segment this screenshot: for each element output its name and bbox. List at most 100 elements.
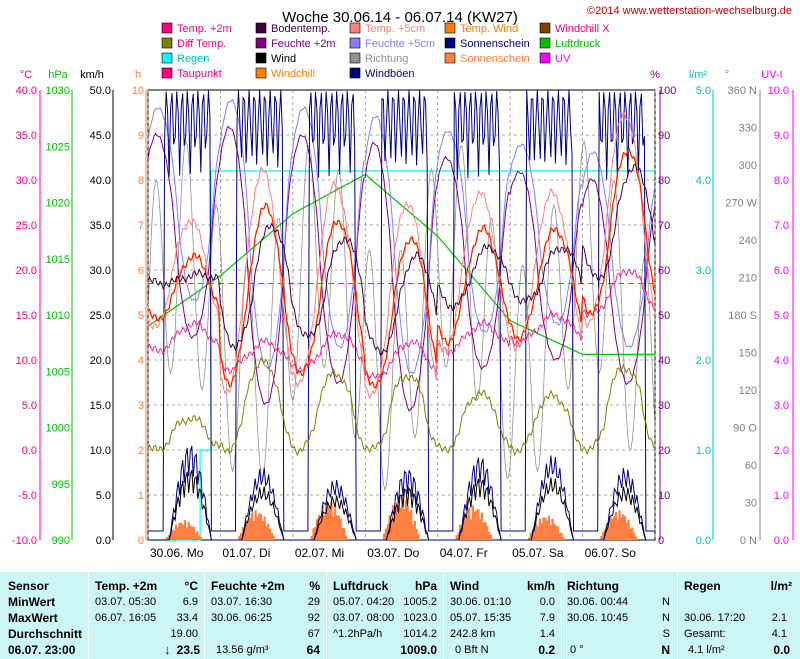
sunshine-bar	[259, 514, 263, 540]
max-dir-date: 30.06. 10:45	[567, 612, 629, 624]
uv-axis-tick: 4.0	[774, 355, 789, 367]
uv-axis-tick: 3.0	[774, 400, 789, 412]
x-day-label: 01.07. Di	[222, 546, 270, 560]
sunshine-bar	[546, 520, 549, 540]
legend-swatch	[539, 22, 551, 34]
sunshine-bar	[473, 511, 476, 540]
legend-label: Taupunkt	[177, 68, 222, 80]
pressure-series	[147, 173, 655, 355]
temp-5cm-series	[147, 110, 656, 400]
sunshine-bar	[614, 511, 617, 540]
sunshine-axis-tick: 2	[138, 445, 144, 457]
pressure-unit: hPa	[48, 69, 68, 81]
legend-label: Sonnenschein	[460, 38, 530, 50]
sunshine-bar	[482, 522, 485, 540]
sunshine-bar	[323, 515, 326, 540]
sunshine-bar	[632, 532, 636, 540]
sunshine-bar	[455, 535, 458, 540]
rain-axis-tick: 2.0	[696, 355, 711, 367]
direction-axis-tick: 270 W	[725, 198, 757, 210]
sunshine-axis-tick: 10	[132, 85, 144, 97]
sunshine-bar	[558, 532, 561, 540]
sunshine-bar	[243, 529, 246, 540]
sunshine-bar	[529, 532, 532, 540]
sunshine-axis-tick: 9	[138, 130, 144, 142]
sunshine-bar	[194, 532, 197, 540]
header-pressure-unit: hPa	[414, 579, 437, 593]
max-rain-value: 2.1	[771, 612, 787, 624]
sunshine-bar	[332, 516, 335, 540]
rain-axis-tick: 4.0	[696, 175, 711, 187]
plot-area	[147, 89, 656, 541]
uv-axis-tick: 1.0	[774, 490, 789, 502]
sunshine-axis-tick: 8	[138, 175, 144, 187]
avg-hum-value: 67	[307, 628, 320, 640]
direction-unit: °	[725, 69, 729, 81]
header-wind-unit: km/h	[526, 579, 555, 593]
copyright-text: ©2014 www.wetterstation-wechselburg.de	[587, 5, 792, 17]
temp-axis-tick: 35.0	[16, 130, 37, 142]
sunshine-bar	[417, 534, 420, 540]
humidity-axis-tick: 40	[658, 355, 670, 367]
max-temp-date: 06.07. 16:05	[95, 612, 157, 624]
sunshine-bar	[390, 520, 393, 540]
sunshine-axis-tick: 3	[138, 400, 144, 412]
sunshine-bar	[384, 528, 387, 540]
avg-dir-value: S	[662, 628, 670, 640]
legend-label: Temp. +2m	[177, 23, 232, 35]
dewpoint-series	[147, 268, 656, 380]
humidity-unit: %	[650, 69, 660, 81]
sunshine-bar	[602, 532, 605, 540]
sunshine-axis-tick: 1	[138, 490, 144, 502]
avg-rain-label: Gesamt:	[684, 628, 726, 640]
humidity-axis-tick: 60	[658, 265, 670, 277]
min-press-value: 1005.2	[403, 596, 437, 608]
uv-axis-tick: 10.0	[768, 85, 789, 97]
current-wind-value: 0.2	[538, 643, 555, 657]
sunshine-bar	[330, 501, 333, 540]
sunshine-bar	[627, 519, 630, 540]
sunshine-bar	[245, 520, 248, 540]
pressure-axis-tick: 1020	[46, 198, 70, 210]
sunshine-bar	[489, 534, 493, 540]
direction-axis-tick: 120	[739, 385, 757, 397]
sunshine-bar	[460, 526, 464, 540]
legend: Temp. +2m Bodentemp. Temp. +5cm Temp. Wind W…	[161, 22, 610, 80]
legend-label: Wind	[271, 53, 296, 65]
wind-axis-tick: 45.0	[90, 130, 111, 142]
sunshine-bar	[185, 527, 188, 540]
max-temp-value: 33.4	[176, 612, 198, 624]
legend-swatch	[444, 22, 456, 34]
sunshine-axis-tick: 6	[138, 265, 144, 277]
avg-wind-distance: 242.8 km	[450, 628, 496, 640]
sunshine-bar	[549, 525, 552, 540]
legend-swatch	[161, 52, 173, 64]
sunshine-bar	[622, 514, 625, 540]
sunshine-bar	[252, 520, 255, 540]
min-wind-value: 0.0	[539, 596, 555, 608]
sunshine-axis-tick: 5	[138, 310, 144, 322]
sunshine-bar	[538, 518, 541, 540]
uv-axis-tick: 7.0	[774, 220, 789, 232]
sunshine-bar	[341, 527, 344, 540]
sunshine-bar	[176, 527, 179, 540]
direction-axis-tick: 330	[739, 123, 757, 135]
rain-axis-tick: 5.0	[696, 85, 711, 97]
legend-swatch	[161, 22, 173, 34]
humidity-5cm-series	[147, 98, 656, 375]
header-humidity: Feuchte +2m	[211, 579, 285, 593]
sunshine-bar	[551, 518, 554, 540]
header-temp: Temp. +2m	[95, 579, 158, 593]
current-press-value: 1009.0	[400, 643, 437, 657]
legend-label: Regen	[177, 53, 209, 65]
avg-wind-value: 1.4	[539, 628, 555, 640]
sunshine-bar	[457, 532, 460, 540]
sunshine-bar	[393, 509, 397, 540]
summary-table: Sensor Temp. +2m °C Feuchte +2m % Luftdr…	[0, 572, 800, 659]
wind-axis-tick: 40.0	[90, 175, 111, 187]
legend-swatch	[255, 22, 267, 34]
wind-axis-tick: 20.0	[90, 355, 111, 367]
legend-swatch	[349, 37, 361, 49]
uv-unit: UV-I	[761, 69, 782, 81]
